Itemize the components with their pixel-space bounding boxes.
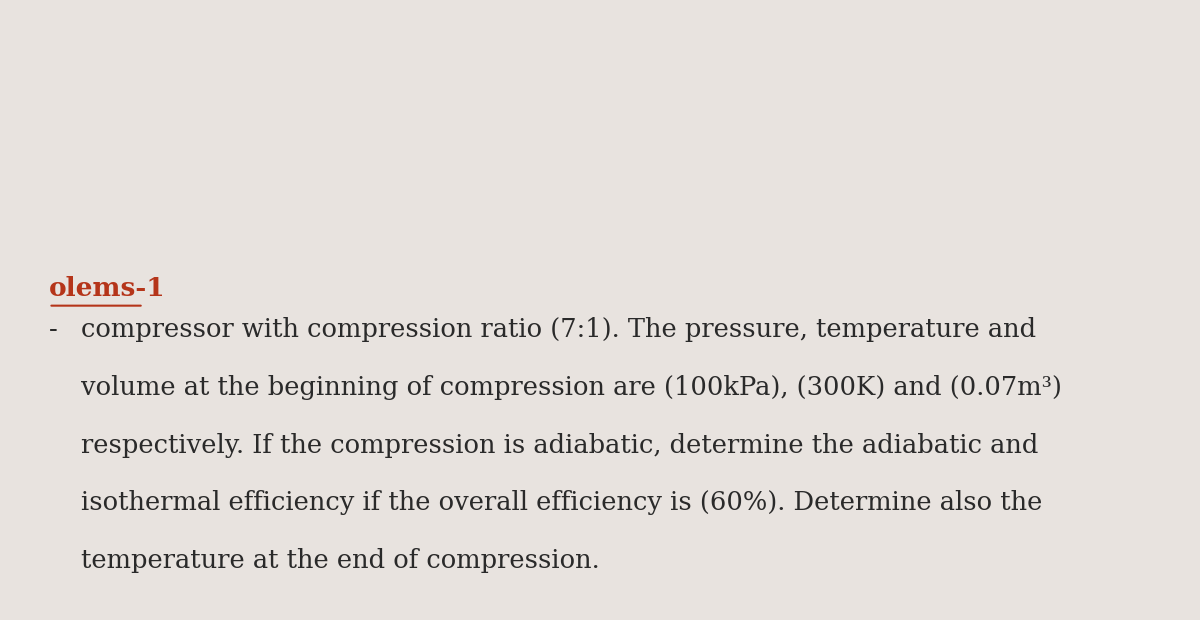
Text: isothermal efficiency if the overall efficiency is (60%). Determine also the: isothermal efficiency if the overall eff…	[80, 490, 1043, 515]
Text: respectively. If the compression is adiabatic, determine the adiabatic and: respectively. If the compression is adia…	[80, 433, 1038, 458]
Text: olems-1: olems-1	[48, 276, 166, 301]
Text: volume at the beginning of compression are (100kPa), (300K) and (0.07m³): volume at the beginning of compression a…	[80, 375, 1062, 400]
Text: temperature at the end of compression.: temperature at the end of compression.	[80, 548, 600, 573]
Text: compressor with compression ratio (7:1). The pressure, temperature and: compressor with compression ratio (7:1).…	[80, 317, 1036, 342]
Text: -: -	[48, 317, 58, 342]
